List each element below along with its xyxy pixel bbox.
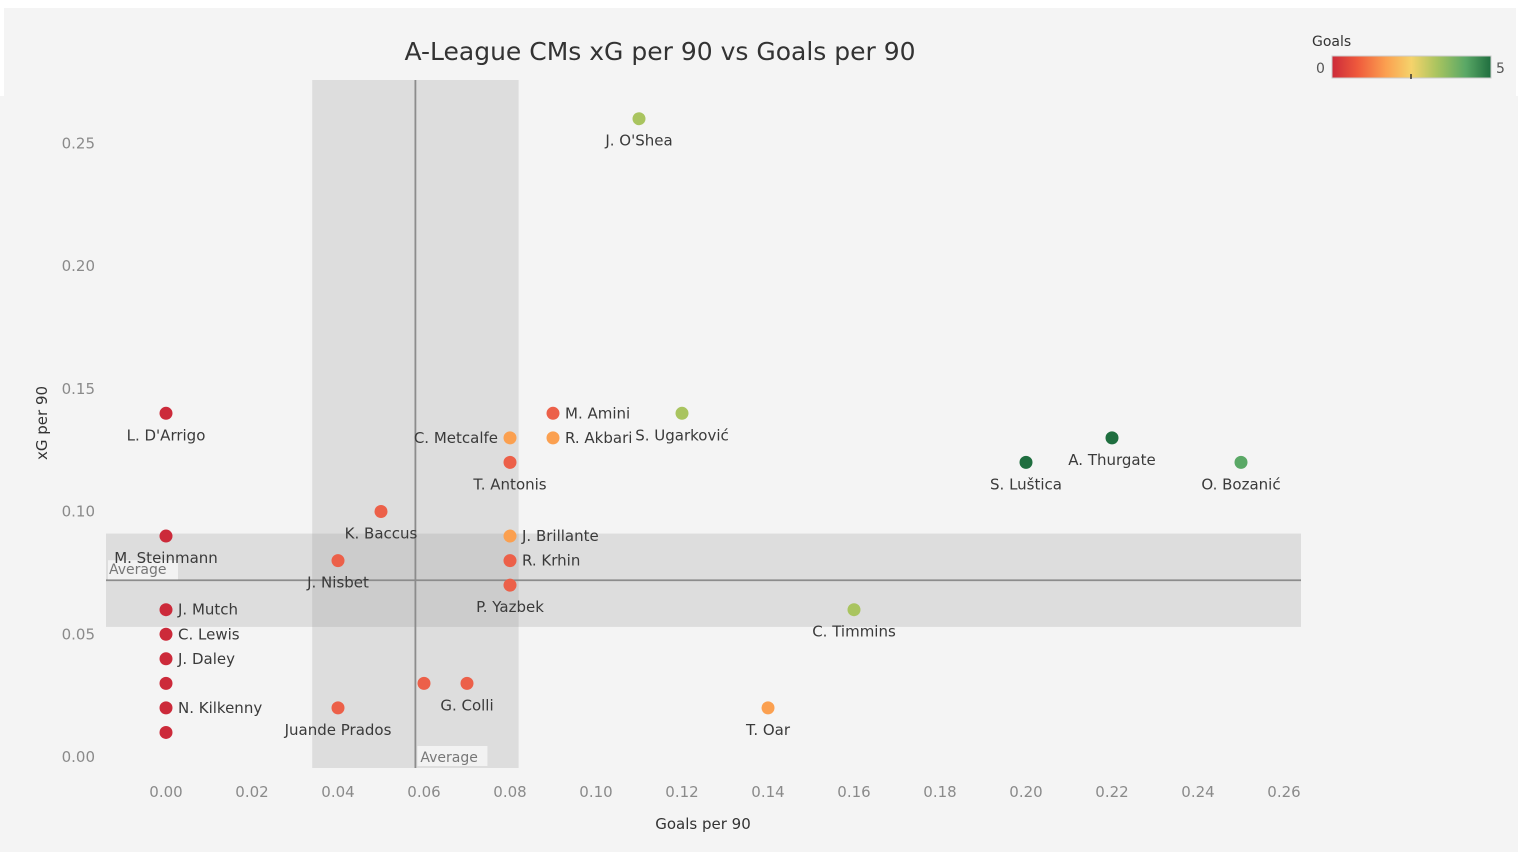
data-label: Juande Prados [284, 721, 392, 739]
data-point [374, 505, 388, 518]
data-point [159, 676, 173, 690]
reference-lines: Average Average [106, 80, 1301, 768]
data-label: M. Steinmann [114, 549, 218, 567]
data-point [503, 455, 517, 469]
y-tick-label: 0.10 [62, 503, 95, 521]
data-label: R. Krhin [522, 552, 580, 570]
x-tick-label: 0.08 [493, 783, 526, 801]
x-average-label: Average [420, 750, 478, 766]
data-point [159, 406, 173, 420]
data-point [1105, 431, 1119, 445]
data-label: C. Timmins [812, 623, 896, 641]
y-average-label: Average [109, 562, 167, 578]
x-tick-label: 0.16 [837, 783, 870, 801]
data-label: N. Kilkenny [178, 699, 262, 717]
x-tick-label: 0.00 [149, 783, 182, 801]
x-tick-label: 0.22 [1095, 783, 1128, 801]
data-point [847, 603, 861, 617]
x-tick-label: 0.04 [321, 783, 354, 801]
data-label: J. Brillante [521, 527, 599, 545]
y-tick-label: 0.00 [62, 748, 95, 766]
data-point [159, 652, 173, 666]
data-point [546, 431, 560, 445]
data-label: R. Akbari [565, 429, 632, 447]
x-tick-label: 0.18 [923, 783, 956, 801]
data-label: S. Luštica [990, 475, 1062, 493]
y-average-label-bg [108, 560, 178, 580]
chart-background [0, 96, 1518, 852]
data-point [503, 431, 517, 445]
data-label: O. Bozanić [1201, 475, 1280, 493]
x-axis-ticks: 0.00 0.02 0.04 0.06 0.08 0.10 0.12 0.14 0.16 0.18… [149, 783, 1300, 801]
x-tick-label: 0.24 [1181, 783, 1214, 801]
data-label: G. Colli [440, 696, 493, 714]
y-axis-ticks: 0.00 0.05 0.10 0.15 0.20 0.25 [62, 134, 95, 766]
y-tick-label: 0.15 [62, 380, 95, 398]
data-point [503, 554, 517, 568]
x-tick-label: 0.02 [235, 783, 268, 801]
color-legend: Goals 0 5 [1312, 34, 1505, 79]
data-point [417, 676, 431, 690]
data-label: J. Nisbet [306, 574, 369, 592]
data-label: T. Oar [745, 721, 791, 739]
data-point [159, 725, 173, 739]
header-background [4, 8, 1516, 96]
x-tick-label: 0.10 [579, 783, 612, 801]
data-point [331, 701, 345, 715]
data-label: S. Ugarković [635, 426, 729, 444]
legend-title: Goals [1312, 34, 1351, 50]
data-points [159, 112, 1248, 739]
data-point [331, 554, 345, 568]
x-tick-label: 0.06 [407, 783, 440, 801]
data-point [159, 627, 173, 641]
data-point [159, 701, 173, 715]
data-point [159, 603, 173, 617]
data-label: C. Metcalfe [414, 429, 498, 447]
data-point [503, 529, 517, 543]
x-average-label-bg [417, 746, 488, 766]
data-point [460, 676, 474, 690]
data-point [159, 529, 173, 543]
data-labels: J. O'Shea L. D'Arrigo M. Amini S. Ugarković… [114, 132, 1280, 739]
x-axis-title: Goals per 90 [655, 815, 751, 833]
data-label: C. Lewis [178, 625, 240, 643]
x-tick-label: 0.26 [1267, 783, 1300, 801]
data-label: L. D'Arrigo [127, 426, 206, 444]
y-tick-label: 0.25 [62, 134, 95, 152]
data-label: T. Antonis [472, 475, 546, 493]
legend-min-label: 0 [1316, 61, 1325, 77]
data-label: J. Mutch [177, 601, 238, 619]
y-tick-label: 0.05 [62, 625, 95, 643]
data-label: A. Thurgate [1068, 451, 1155, 469]
y-tick-label: 0.20 [62, 257, 95, 275]
data-label: M. Amini [565, 404, 630, 422]
x-tick-label: 0.14 [751, 783, 784, 801]
data-point [503, 578, 517, 592]
data-label: J. Daley [177, 650, 235, 668]
data-label: J. O'Shea [604, 132, 672, 150]
data-point [546, 406, 560, 420]
x-tick-label: 0.20 [1009, 783, 1042, 801]
data-point [675, 406, 689, 420]
data-point [1234, 455, 1248, 469]
data-point [1019, 455, 1033, 469]
legend-max-label: 5 [1496, 61, 1505, 77]
top-strip [0, 0, 1518, 8]
chart-title: A-League CMs xG per 90 vs Goals per 90 [404, 37, 915, 66]
data-point [761, 701, 775, 715]
data-point [632, 112, 646, 126]
y-axis-title: xG per 90 [33, 386, 51, 460]
data-label: K. Baccus [345, 525, 418, 543]
data-label: P. Yazbek [476, 598, 544, 616]
x-tick-label: 0.12 [665, 783, 698, 801]
